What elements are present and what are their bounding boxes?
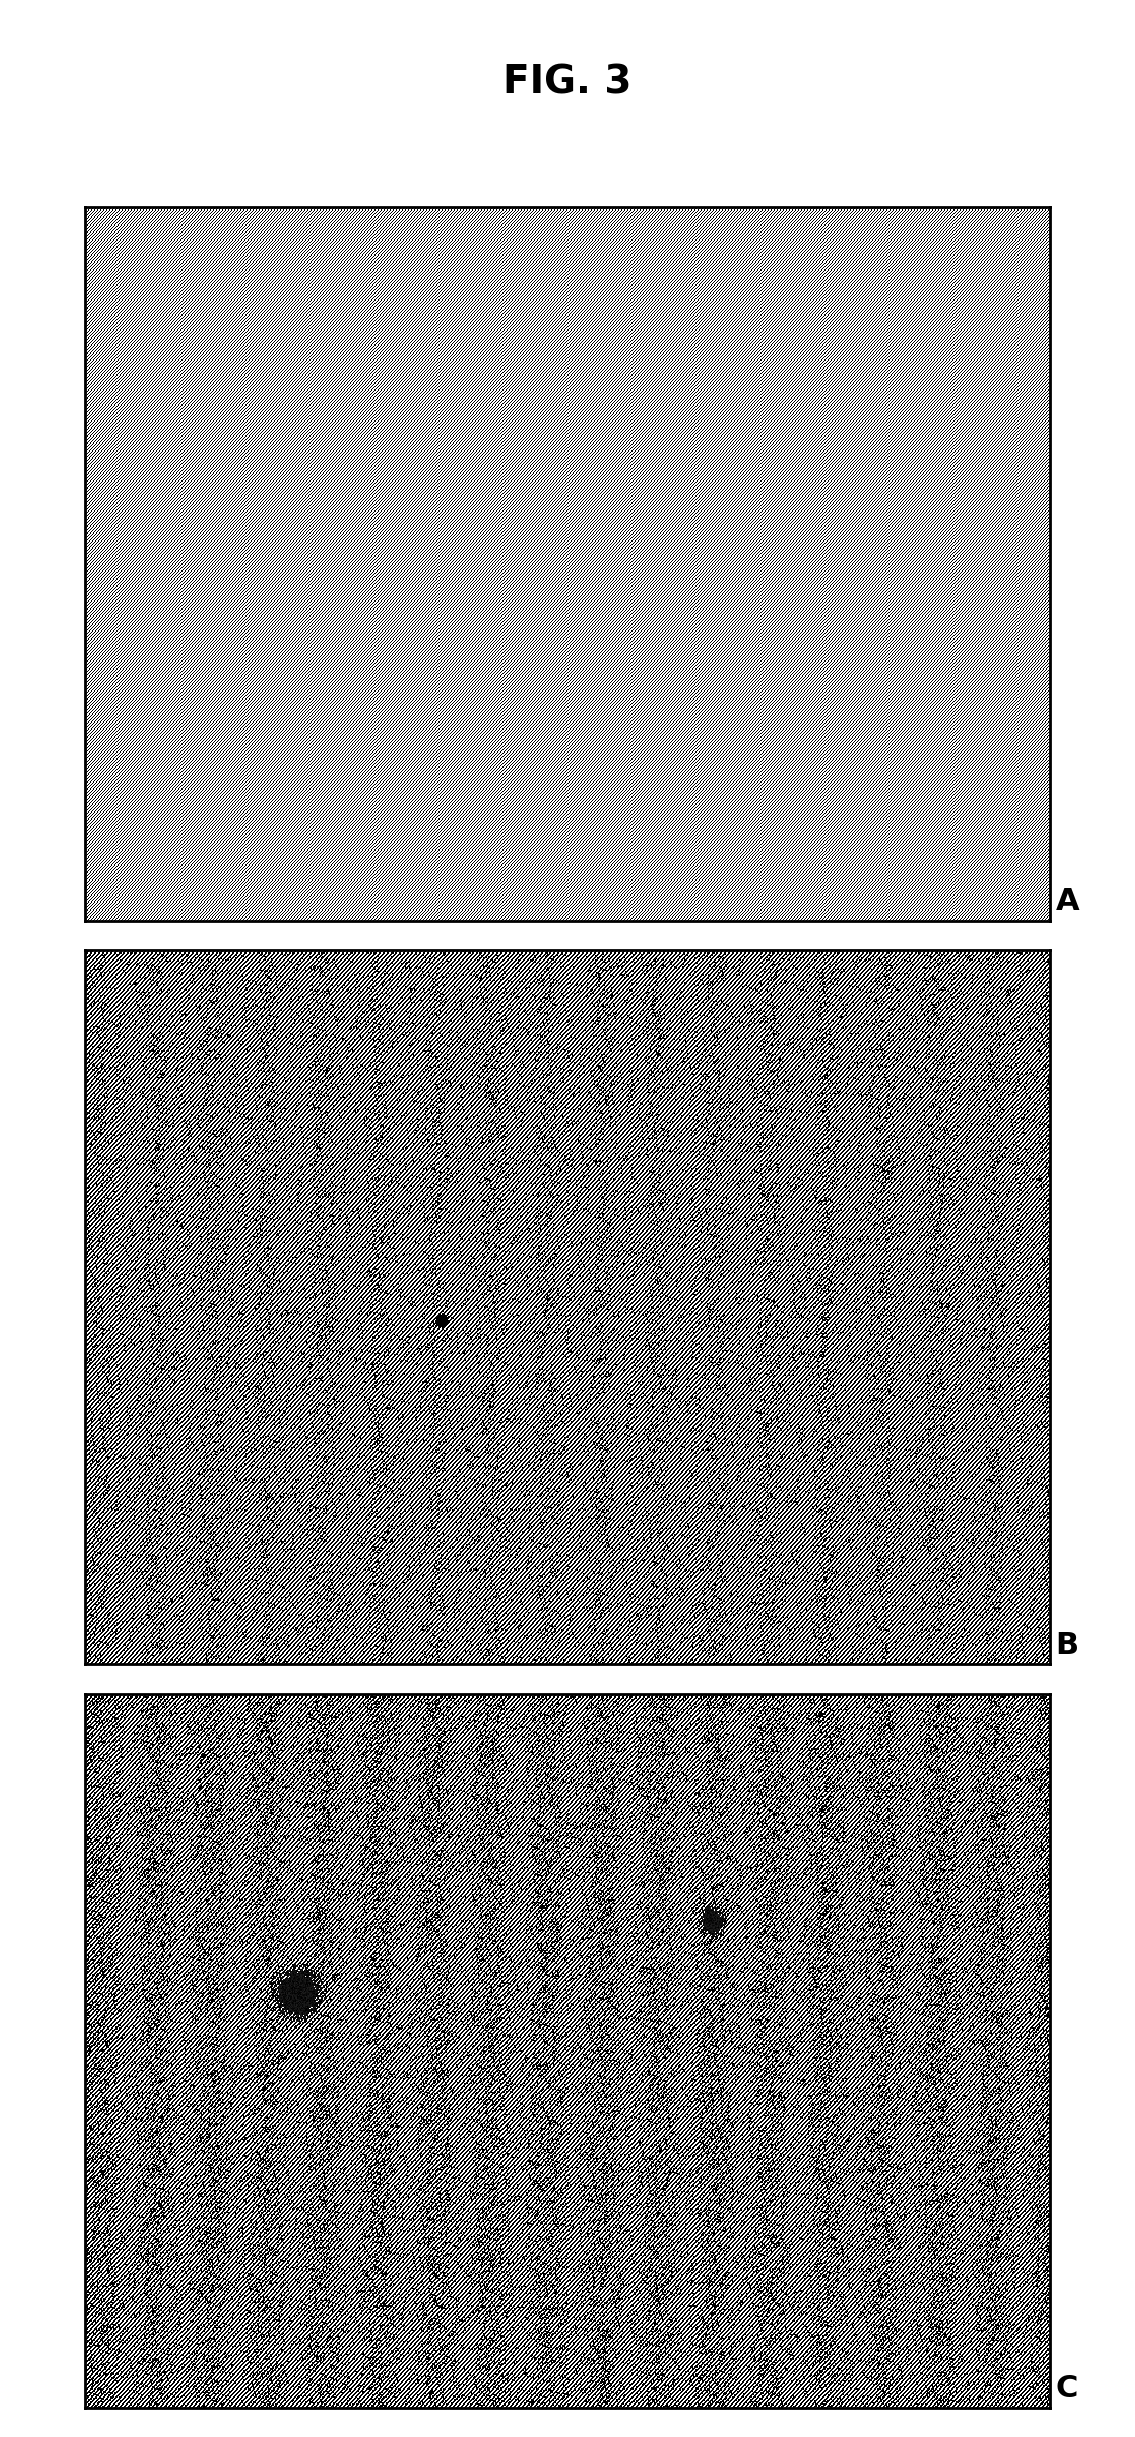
Text: FIG. 3: FIG. 3	[503, 63, 632, 102]
Text: C: C	[1056, 2374, 1078, 2403]
Text: B: B	[1056, 1630, 1078, 1660]
Text: A: A	[1056, 887, 1079, 916]
